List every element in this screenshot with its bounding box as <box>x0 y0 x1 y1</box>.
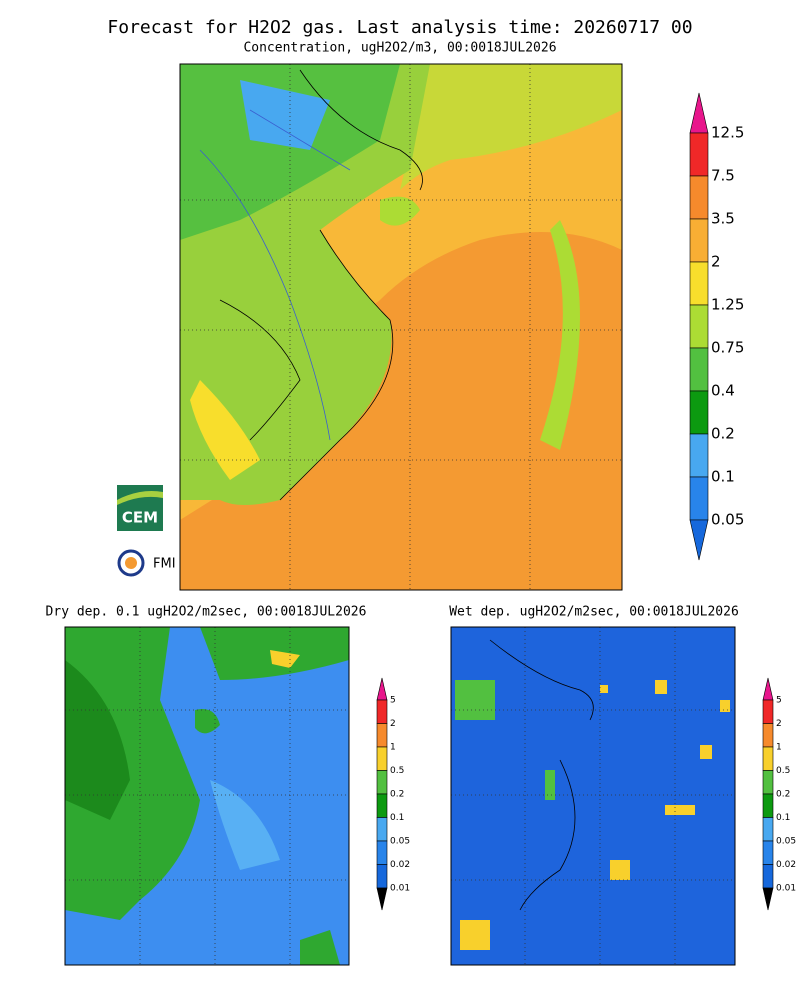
subtitle: Wet dep. ugH2O2/m2sec, 00:0018JUL2026 <box>449 605 739 620</box>
colorbar-segment <box>376 840 388 865</box>
colorbar-label: 0.2 <box>711 425 735 443</box>
colorbar-label: 0.5 <box>776 766 790 776</box>
colorbar-segment <box>689 261 709 306</box>
cem-logo: CEM <box>117 485 163 531</box>
wet-map <box>451 627 735 965</box>
colorbar-segment <box>376 864 388 889</box>
colorbar-label: 0.05 <box>390 837 410 847</box>
subtitle: Dry dep. 0.1 ugH2O2/m2sec, 00:0018JUL202… <box>46 605 367 620</box>
colorbar-segment <box>376 699 388 724</box>
colorbar-segment <box>762 864 774 889</box>
colorbar-segment <box>689 132 709 177</box>
colorbar-label: 0.75 <box>711 339 744 357</box>
colorbar-label: 1 <box>776 743 782 753</box>
map-frame <box>64 626 350 966</box>
colorbar-segment <box>762 817 774 842</box>
colorbar-label: 0.01 <box>776 884 796 894</box>
logo-text: CEM <box>122 509 158 527</box>
fmi-logo: FMI <box>117 549 176 577</box>
colorbar-label: 0.01 <box>390 884 410 894</box>
colorbar-label: 3.5 <box>711 210 735 228</box>
colorbar-segment <box>376 770 388 795</box>
colorbar-segment <box>762 746 774 771</box>
colorbar-label: 2 <box>711 253 721 271</box>
colorbar-label: 0.4 <box>711 382 735 400</box>
colorbar-segment <box>376 723 388 748</box>
colorbar-end <box>376 887 388 911</box>
title: Forecast for H2O2 gas. Last analysis tim… <box>107 17 692 38</box>
colorbar-segment <box>689 175 709 220</box>
logo-text: FMI <box>153 557 176 572</box>
colorbar-segment <box>762 770 774 795</box>
colorbar-segment <box>762 793 774 818</box>
colorbar-segment <box>689 390 709 435</box>
colorbar-segment <box>376 746 388 771</box>
map-frame <box>179 63 623 591</box>
colorbar-label: 0.02 <box>390 860 410 870</box>
colorbar-label: 12.5 <box>711 124 744 142</box>
colorbar-segment <box>376 793 388 818</box>
dry-map <box>65 627 349 965</box>
colorbar-end <box>762 887 774 911</box>
colorbar-end <box>376 677 388 701</box>
colorbar-label: 2 <box>390 719 396 729</box>
colorbar-label: 5 <box>776 696 782 706</box>
colorbar-label: 7.5 <box>711 167 735 185</box>
colorbar-segment <box>762 840 774 865</box>
colorbar-label: 1.25 <box>711 296 744 314</box>
colorbar-label: 1 <box>390 743 396 753</box>
subtitle: Concentration, ugH2O2/m3, 00:0018JUL2026 <box>243 41 556 56</box>
colorbar-segment <box>689 347 709 392</box>
colorbar-segment <box>762 723 774 748</box>
colorbar-segment <box>762 699 774 724</box>
map-frame <box>450 626 736 966</box>
colorbar-label: 0.1 <box>390 813 404 823</box>
colorbar-end <box>689 92 709 134</box>
colorbar-end <box>762 677 774 701</box>
colorbar-label: 0.05 <box>711 511 744 529</box>
colorbar-label: 0.05 <box>776 837 796 847</box>
colorbar-label: 0.1 <box>711 468 735 486</box>
colorbar-label: 2 <box>776 719 782 729</box>
colorbar-label: 5 <box>390 696 396 706</box>
colorbar-label: 0.2 <box>776 790 790 800</box>
colorbar-label: 0.1 <box>776 813 790 823</box>
main-map <box>180 64 622 590</box>
colorbar-segment <box>689 476 709 521</box>
colorbar-label: 0.02 <box>776 860 796 870</box>
colorbar-end <box>689 519 709 561</box>
colorbar-segment <box>689 304 709 349</box>
colorbar-label: 0.2 <box>390 790 404 800</box>
colorbar-segment <box>689 433 709 478</box>
colorbar-segment <box>689 218 709 263</box>
colorbar-segment <box>376 817 388 842</box>
colorbar-label: 0.5 <box>390 766 404 776</box>
